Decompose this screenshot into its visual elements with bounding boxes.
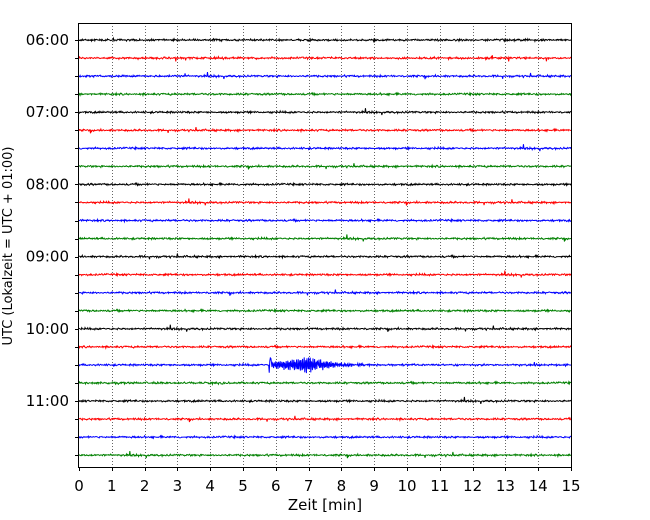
- trace-lines: [78, 36, 572, 459]
- grid-lines: [112, 23, 539, 467]
- x-tick-label: 7: [304, 477, 314, 495]
- y-tick-label: 09:00: [26, 248, 69, 266]
- trace-line: [78, 356, 572, 374]
- x-tick-label: 0: [74, 477, 84, 495]
- x-tick-label: 6: [271, 477, 281, 495]
- trace-line: [78, 55, 572, 62]
- x-tick-label: 1: [107, 477, 117, 495]
- x-tick-label: 9: [369, 477, 379, 495]
- y-axis: 06:00 07:00 08:00 09:00 10:00 11:00: [26, 31, 79, 456]
- trace-line: [78, 91, 572, 98]
- trace-line: [78, 71, 572, 80]
- x-axis-label: Zeit [min]: [288, 496, 362, 514]
- trace-line: [78, 434, 572, 440]
- y-tick-label: 07:00: [26, 103, 69, 121]
- x-tick-label: 11: [430, 477, 449, 495]
- y-tick-label: 11:00: [26, 392, 69, 410]
- x-tick-label: 5: [238, 477, 248, 495]
- y-tick-label: 10:00: [26, 320, 69, 338]
- trace-line: [78, 181, 572, 187]
- trace-line: [78, 289, 572, 296]
- trace-line: [78, 396, 572, 404]
- x-tick-label: 2: [140, 477, 150, 495]
- x-tick-label: 15: [561, 477, 580, 495]
- x-tick-label: 12: [463, 477, 482, 495]
- x-tick-label: 3: [173, 477, 183, 495]
- x-tick-label: 8: [337, 477, 347, 495]
- y-tick-label: 06:00: [26, 31, 69, 49]
- trace-line: [78, 144, 572, 152]
- trace-line: [78, 217, 572, 224]
- trace-line: [78, 307, 572, 314]
- trace-line: [78, 108, 572, 116]
- x-tick-label: 4: [205, 477, 215, 495]
- y-tick-label: 08:00: [26, 175, 69, 193]
- trace-line: [78, 415, 572, 423]
- trace-line: [78, 253, 572, 260]
- trace-line: [78, 36, 572, 44]
- trace-line: [78, 344, 572, 350]
- trace-line: [78, 234, 572, 242]
- y-axis-label: UTC (Lokalzeit = UTC + 01:00): [1, 147, 16, 346]
- x-tick-label: 14: [529, 477, 548, 495]
- trace-line: [78, 324, 572, 332]
- x-tick-label: 13: [496, 477, 515, 495]
- x-axis: 0 1 2 3 4 5 6 7 8 9 10 11 12 13 14 15: [74, 467, 581, 495]
- trace-line: [78, 380, 572, 386]
- plot-frame: [78, 23, 572, 468]
- trace-line: [78, 126, 572, 134]
- x-tick-label: 10: [397, 477, 416, 495]
- trace-line: [78, 198, 572, 206]
- trace-line: [78, 163, 572, 170]
- trace-line: [78, 270, 572, 278]
- trace-line: [78, 451, 572, 459]
